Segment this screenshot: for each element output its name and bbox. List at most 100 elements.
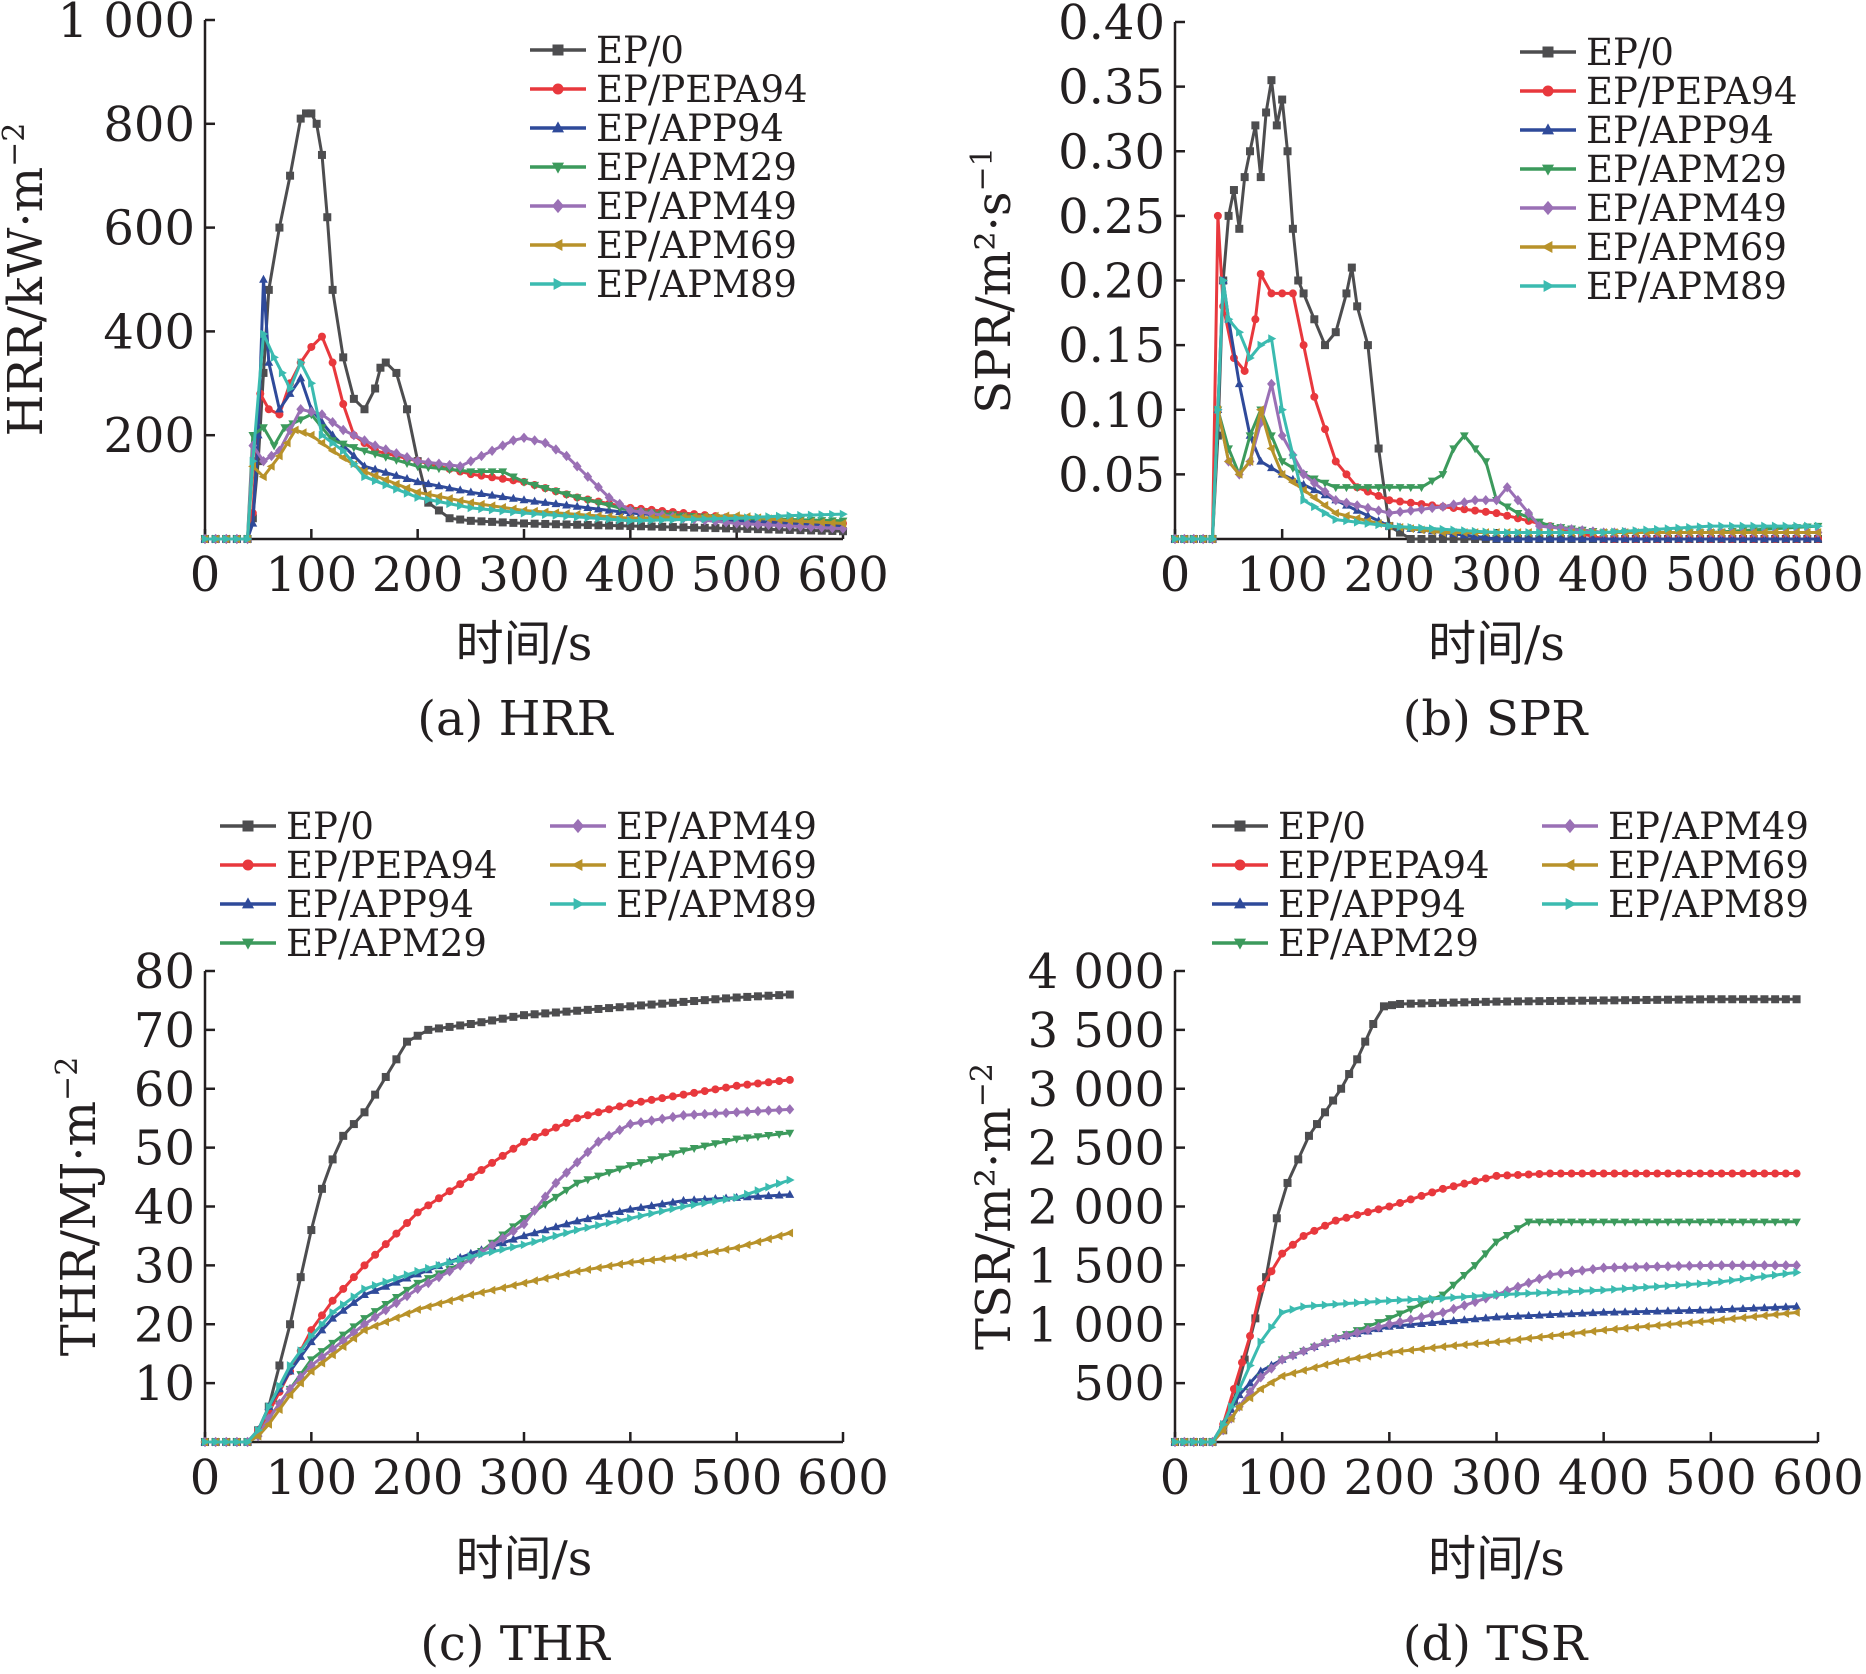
data-point	[668, 1092, 677, 1101]
data-point	[360, 1290, 369, 1299]
data-point	[1546, 997, 1555, 1006]
data-point	[1449, 499, 1459, 510]
y-axis-title-main: THR/MJ·m	[51, 1101, 107, 1356]
data-point	[1502, 1311, 1512, 1320]
data-point	[520, 519, 528, 528]
data-point	[498, 1151, 507, 1160]
y-tick-label: 80	[134, 944, 195, 1000]
data-point	[1471, 1291, 1480, 1301]
data-point	[248, 518, 258, 527]
series-ep-apm89	[201, 1175, 795, 1447]
data-point	[700, 1142, 710, 1151]
data-point	[700, 1108, 710, 1120]
data-point	[487, 490, 497, 499]
data-point	[1556, 1169, 1565, 1178]
data-point	[340, 446, 349, 456]
data-point	[312, 119, 321, 128]
data-point	[1459, 497, 1469, 508]
data-point	[1599, 1307, 1609, 1316]
data-point	[1311, 502, 1320, 512]
data-point	[1770, 534, 1780, 543]
data-point	[456, 515, 465, 524]
data-point	[1199, 1437, 1208, 1447]
data-point	[307, 109, 316, 118]
data-point	[1770, 1310, 1779, 1319]
data-point	[1384, 1348, 1393, 1357]
legend-marker	[1542, 46, 1554, 58]
x-tick-label: 0	[1160, 547, 1191, 603]
data-point	[786, 511, 795, 521]
data-point	[1407, 522, 1416, 532]
data-point	[658, 999, 667, 1008]
data-point	[1480, 1338, 1489, 1348]
data-point	[1300, 495, 1309, 505]
data-point	[1545, 534, 1555, 543]
data-point	[327, 1350, 336, 1360]
data-point	[690, 1088, 699, 1097]
data-point	[270, 352, 279, 362]
x-tick-label: 100	[1236, 1450, 1328, 1506]
y-axis-title-superscript: −2	[50, 1057, 85, 1101]
data-point	[1288, 1240, 1297, 1249]
data-point	[1321, 341, 1330, 350]
data-point	[499, 1245, 508, 1254]
data-point	[1245, 1393, 1254, 1403]
data-point	[1750, 521, 1759, 531]
data-point	[1749, 1303, 1759, 1312]
data-point	[647, 522, 656, 531]
data-point	[1448, 1341, 1457, 1351]
legend-item: EP/APM89	[1542, 883, 1809, 926]
data-point	[466, 1173, 475, 1182]
data-point	[282, 438, 291, 448]
data-point	[625, 1118, 635, 1130]
data-point	[583, 503, 593, 512]
legend-marker	[1542, 85, 1554, 97]
data-point	[1492, 997, 1501, 1006]
data-point	[276, 1381, 285, 1391]
data-point	[604, 1169, 614, 1178]
data-point	[508, 1280, 517, 1290]
data-point	[540, 1225, 550, 1234]
data-point	[1396, 522, 1405, 532]
y-tick-label: 0.35	[1058, 60, 1165, 116]
series-ep-apm89	[1171, 1268, 1802, 1447]
data-point	[659, 515, 668, 525]
x-tick-label: 400	[585, 547, 677, 603]
data-point	[658, 522, 667, 531]
data-point	[1749, 534, 1759, 543]
x-tick-label: 300	[478, 547, 570, 603]
x-axis-title: 时间/s	[456, 1531, 593, 1587]
data-point	[370, 450, 380, 459]
data-point	[1675, 1280, 1684, 1290]
data-point	[1310, 1226, 1319, 1235]
data-point	[1320, 1360, 1329, 1370]
data-point	[1502, 482, 1512, 493]
data-point	[1407, 1295, 1416, 1305]
data-point	[254, 1425, 263, 1435]
data-point	[392, 1055, 401, 1064]
data-point	[403, 1218, 412, 1227]
data-point	[1417, 484, 1426, 493]
data-point	[594, 1172, 603, 1181]
data-point	[551, 1271, 560, 1281]
data-point	[1267, 1363, 1276, 1374]
data-point	[265, 1402, 274, 1412]
data-point	[753, 1105, 763, 1117]
data-point	[1706, 534, 1716, 543]
data-point	[721, 1137, 731, 1146]
data-point	[1611, 527, 1620, 537]
data-point	[1321, 425, 1330, 434]
data-point	[807, 510, 816, 520]
data-point	[1792, 1260, 1801, 1271]
data-point	[509, 1144, 518, 1153]
data-point	[1459, 432, 1469, 441]
legend-marker	[571, 858, 583, 872]
data-point	[1513, 1335, 1522, 1344]
data-point	[531, 509, 540, 519]
data-point	[1771, 521, 1780, 531]
data-point	[1577, 534, 1587, 543]
data-point	[1738, 1313, 1747, 1323]
data-point	[1385, 496, 1394, 505]
data-point	[520, 1011, 528, 1020]
data-point	[424, 1201, 433, 1210]
